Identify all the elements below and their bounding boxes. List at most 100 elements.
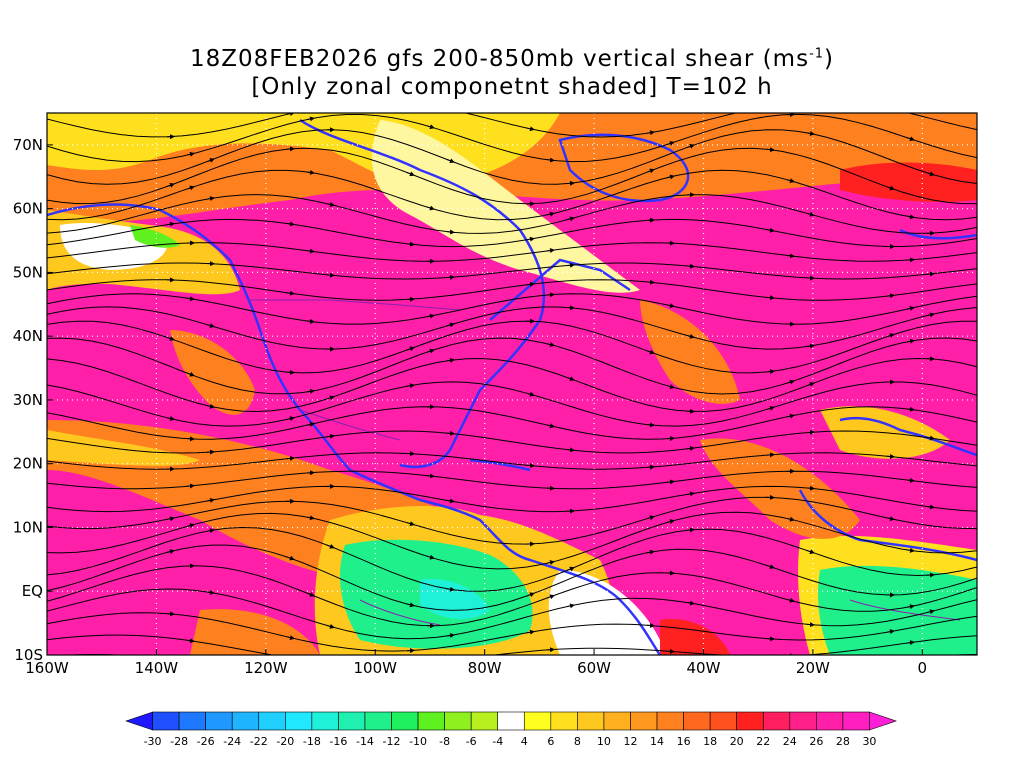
streamline-arrow (526, 592, 535, 598)
streamline (47, 485, 977, 513)
colorbar-cell (178, 711, 206, 731)
streamline-arrow (166, 416, 175, 421)
greenland (558, 133, 690, 203)
streamline-arrow (306, 592, 315, 597)
streamline-arrow (906, 338, 915, 344)
streamline-arrow (306, 248, 315, 254)
streamline-arrow (786, 516, 795, 522)
streamline-arrow (286, 221, 295, 227)
streamline-arrow (906, 406, 915, 412)
north-africa-coast (839, 416, 977, 457)
streamline-arrow (546, 560, 555, 565)
colorbar-label: -20 (276, 735, 294, 748)
streamline-arrow (686, 491, 695, 497)
streamline-arrow (566, 566, 575, 572)
streamline (47, 293, 977, 325)
streamline (47, 565, 977, 627)
colorbar-label: 18 (703, 735, 717, 748)
streamline-arrow (186, 523, 195, 529)
colorbar-label: -14 (356, 735, 374, 748)
colorbar-label: -28 (170, 735, 188, 748)
streamline (47, 262, 977, 280)
colorbar-label: 20 (730, 735, 744, 748)
streamline-arrow (666, 479, 675, 485)
streamline-arrow (186, 483, 195, 489)
lat-tick-label: 40N (13, 327, 43, 345)
streamline-arrow (426, 313, 435, 319)
streamline-arrow (886, 185, 895, 191)
colorbar-cell (816, 711, 844, 731)
streamline-arrow (206, 589, 215, 595)
streamline (47, 279, 977, 301)
streamline (47, 320, 977, 374)
streamline (47, 544, 977, 611)
streamline-arrow (326, 433, 335, 439)
streamline-arrow (926, 435, 935, 441)
caribbean-islands (469, 458, 531, 472)
streamline-arrow (526, 126, 535, 132)
map-title-line1: 18Z08FEB2026 gfs 200-850mb vertical shea… (189, 46, 835, 72)
streamline-arrow (526, 281, 535, 287)
shade-nw-atlantic-weak (371, 120, 640, 293)
streamline-arrow (426, 205, 435, 211)
streamline-arrow (186, 296, 195, 302)
lon-tick-label: 40W (687, 659, 721, 677)
streamline-arrow (546, 342, 555, 347)
streamline (47, 511, 977, 570)
colorbar-cell (523, 711, 552, 731)
streamline-arrow (786, 597, 795, 603)
streamline-arrow (806, 211, 815, 217)
colorbar-label: -6 (466, 735, 477, 748)
lat-tick-label: 20N (13, 455, 43, 473)
colorbar-label: -18 (303, 735, 321, 748)
colorbar: -30 -28 -26 -24 -22 -20 -18 -16 -14 -12 -10 -8 -6 -4 4… (125, 711, 897, 748)
shade-subtropical-yellow (47, 430, 200, 466)
colorbar-cell (152, 711, 180, 731)
colorbar-cell (842, 711, 870, 731)
streamline-arrow (887, 108, 893, 109)
streamline-arrow (447, 676, 453, 677)
colorbar-label: -16 (329, 735, 347, 748)
streamline-arrow (906, 214, 915, 220)
streamline-arrow (206, 497, 215, 503)
shade-amazon-weak (548, 570, 660, 655)
streamline (47, 526, 977, 592)
streamline-arrow (406, 171, 415, 177)
streamline-arrow (806, 622, 815, 628)
colorbar-cell (869, 711, 897, 731)
streamline-arrow (546, 157, 555, 163)
streamline (61, 653, 977, 655)
colorbar-cell (789, 711, 817, 731)
colorbar-cell (683, 711, 711, 731)
streamline-arrow (286, 290, 295, 296)
streamline-arrow (326, 623, 335, 629)
streamline (47, 194, 977, 234)
streamline-arrow (326, 543, 335, 549)
colorbar-cell (603, 711, 631, 731)
map-field (47, 105, 977, 677)
streamline-arrow (886, 293, 895, 299)
latitude-axis: 70N 60N 50N 40N 30N 20N 10N EQ 10S (13, 136, 53, 664)
north-america-east-coast (299, 118, 546, 469)
streamline-arrow (446, 633, 455, 638)
colorbar-cell (709, 711, 737, 731)
streamline-arrow (767, 105, 773, 106)
colorbar-label: -12 (383, 735, 401, 748)
streamline-arrow (806, 131, 815, 136)
streamline-arrow (306, 116, 315, 122)
streamline-arrow (526, 391, 535, 397)
colorbar-label: 10 (597, 735, 611, 748)
streamline-arrow (427, 662, 433, 663)
streamline (47, 129, 977, 185)
streamline-arrow (306, 388, 315, 394)
streamline-arrow (546, 423, 555, 429)
streamline-arrow (426, 554, 435, 560)
streamline-arrow (766, 564, 775, 569)
streamline-arrow (206, 158, 215, 163)
streamline-arrow (206, 403, 215, 409)
colorbar-cell (285, 711, 313, 731)
streamline-arrow (566, 447, 575, 453)
streamline (47, 430, 977, 454)
streamline-arrow (646, 168, 655, 174)
